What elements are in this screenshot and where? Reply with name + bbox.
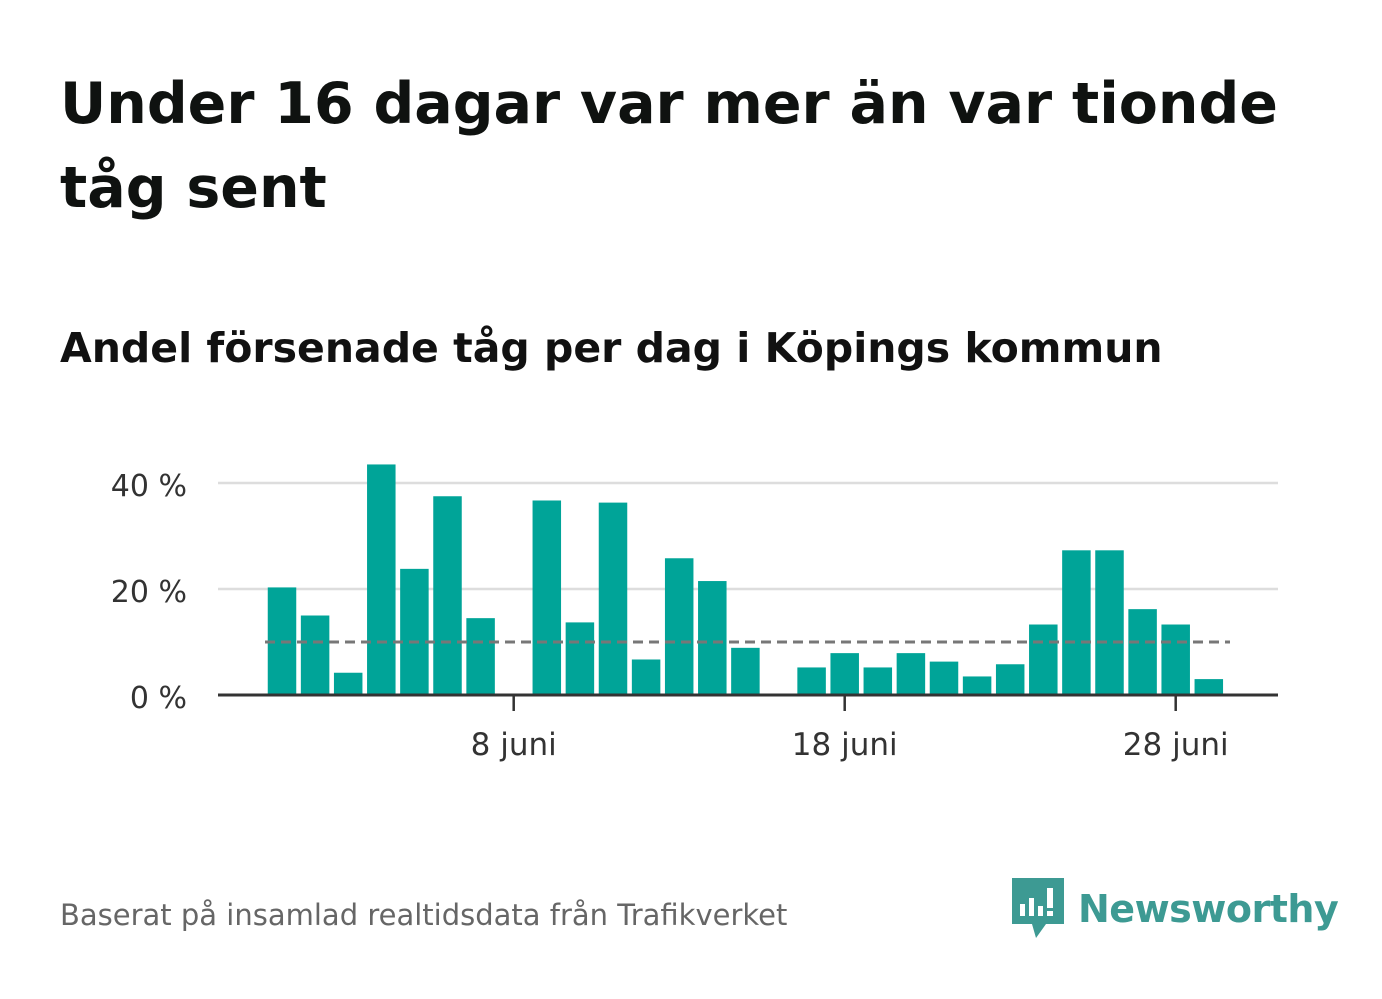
bars [267,464,1224,695]
page-title: Under 16 dagar var mer än var tionde tåg… [60,71,1278,221]
bar [1128,609,1157,695]
bar [532,500,562,695]
y-axis-ticks: 0 % 20 % 40 % [111,469,187,716]
bar [400,568,429,695]
bar [1095,550,1124,695]
newsworthy-logo-icon [1012,878,1064,938]
bar [1062,550,1091,695]
bar [598,502,628,695]
bar [896,653,926,695]
bar [1194,679,1224,695]
bar [367,464,396,695]
source-footer: Baserat på insamlad realtidsdata från Tr… [60,898,788,932]
y-tick-label: 0 % [130,681,187,716]
bar [830,653,859,695]
bar [333,672,363,695]
bar [797,667,826,695]
bar [962,676,992,695]
x-tick-label: 28 juni [1123,727,1229,763]
x-tick-label: 18 juni [792,727,898,763]
y-tick-label: 20 % [111,575,187,610]
bar [698,581,727,695]
bar [929,661,959,695]
bar [433,496,462,695]
brand-logo: Newsworthy [1012,878,1339,940]
bar [631,659,661,695]
brand-name: Newsworthy [1078,887,1339,931]
bar [995,664,1025,695]
bar [863,667,893,695]
bar [1161,624,1190,695]
bar [731,647,760,695]
bar [565,622,595,695]
chart-subtitle: Andel försenade tåg per dag i Köpings ko… [60,324,1163,372]
x-axis-ticks: 8 juni 18 juni 28 juni [471,695,1229,763]
x-tick-label: 8 juni [471,727,557,763]
bar [466,618,495,695]
bar [1029,624,1058,695]
y-tick-label: 40 % [111,469,187,504]
bar [300,615,330,695]
bar [664,558,694,695]
